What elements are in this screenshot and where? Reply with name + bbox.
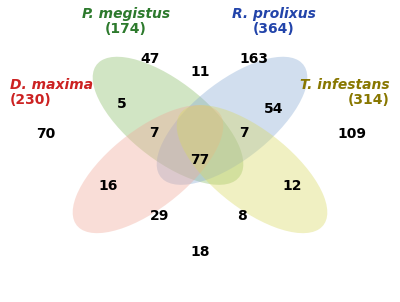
Text: (314): (314) [348,93,390,107]
Text: T. infestans: T. infestans [300,78,390,92]
Text: 8: 8 [237,209,247,223]
Ellipse shape [73,105,223,233]
Ellipse shape [93,57,243,185]
Text: 77: 77 [190,153,210,167]
Text: 109: 109 [338,127,366,141]
Ellipse shape [157,57,307,185]
Text: 70: 70 [36,127,56,141]
Text: 47: 47 [140,52,160,66]
Text: 5: 5 [117,97,127,111]
Text: (230): (230) [10,93,52,107]
Ellipse shape [177,105,327,233]
Text: 163: 163 [240,52,268,66]
Text: 54: 54 [264,102,284,116]
Text: (174): (174) [105,22,147,36]
Text: R. prolixus: R. prolixus [232,7,316,21]
Text: 11: 11 [190,66,210,79]
Text: (364): (364) [253,22,295,36]
Text: 16: 16 [98,179,118,193]
Text: D. maxima: D. maxima [10,78,93,92]
Text: 29: 29 [150,209,170,223]
Text: 12: 12 [282,179,302,193]
Text: 7: 7 [149,126,159,140]
Text: 7: 7 [239,126,249,140]
Text: 18: 18 [190,245,210,259]
Text: P. megistus: P. megistus [82,7,170,21]
